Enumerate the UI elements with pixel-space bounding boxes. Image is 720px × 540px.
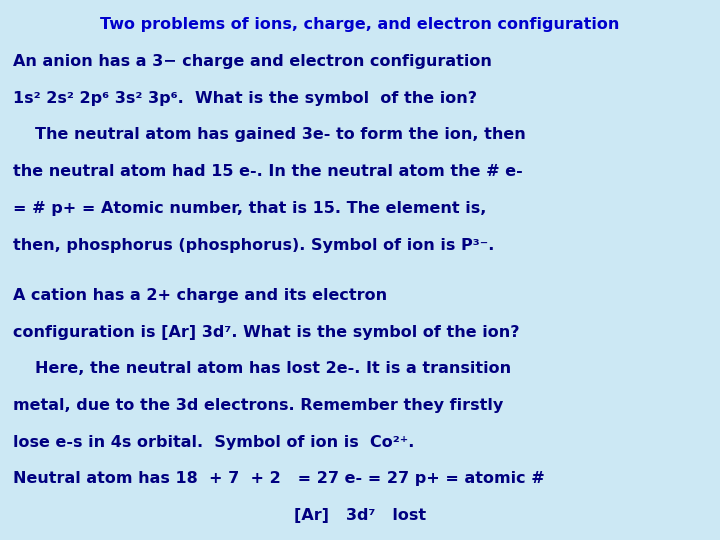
Text: 1s² 2s² 2p⁶ 3s² 3p⁶.  What is the symbol  of the ion?: 1s² 2s² 2p⁶ 3s² 3p⁶. What is the symbol …: [13, 91, 477, 106]
Text: An anion has a 3− charge and electron configuration: An anion has a 3− charge and electron co…: [13, 54, 492, 69]
Text: Two problems of ions, charge, and electron configuration: Two problems of ions, charge, and electr…: [100, 17, 620, 32]
Text: configuration is [Ar] 3d⁷. What is the symbol of the ion?: configuration is [Ar] 3d⁷. What is the s…: [13, 325, 519, 340]
Text: = # p+ = Atomic number, that is 15. The element is,: = # p+ = Atomic number, that is 15. The …: [13, 201, 486, 216]
Text: The neutral atom has gained 3e- to form the ion, then: The neutral atom has gained 3e- to form …: [35, 127, 526, 143]
Text: then, phosphorus (phosphorus). Symbol of ion is P³⁻.: then, phosphorus (phosphorus). Symbol of…: [13, 238, 495, 253]
Text: [Ar]   3d⁷   lost: [Ar] 3d⁷ lost: [294, 508, 426, 523]
Text: Neutral atom has 18  + 7  + 2   = 27 e- = 27 p+ = atomic #: Neutral atom has 18 + 7 + 2 = 27 e- = 27…: [13, 471, 545, 487]
Text: lose e-s in 4s orbital.  Symbol of ion is  Co²⁺.: lose e-s in 4s orbital. Symbol of ion is…: [13, 435, 414, 450]
Text: A cation has a 2+ charge and its electron: A cation has a 2+ charge and its electro…: [13, 288, 387, 303]
Text: the neutral atom had 15 e-. In the neutral atom the # e-: the neutral atom had 15 e-. In the neutr…: [13, 164, 523, 179]
Text: Here, the neutral atom has lost 2e-. It is a transition: Here, the neutral atom has lost 2e-. It …: [35, 361, 510, 376]
Text: metal, due to the 3d electrons. Remember they firstly: metal, due to the 3d electrons. Remember…: [13, 398, 503, 413]
